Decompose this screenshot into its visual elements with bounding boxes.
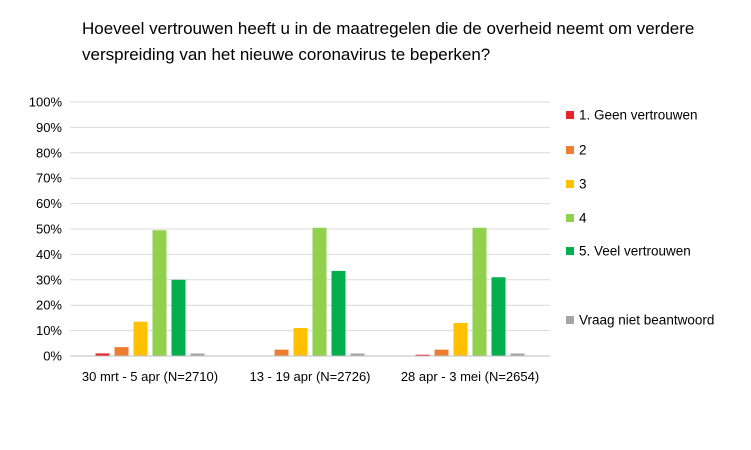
y-tick-label: 40%	[36, 247, 62, 262]
y-tick-label: 50%	[36, 222, 62, 237]
bars	[95, 227, 525, 356]
bar	[152, 230, 167, 356]
bar	[491, 277, 506, 356]
chart-title: Hoeveel vertrouwen heeft u in de maatreg…	[82, 19, 695, 64]
y-tick-label: 70%	[36, 171, 62, 186]
y-tick-label: 30%	[36, 272, 62, 287]
bar	[331, 270, 346, 356]
bar	[415, 354, 430, 356]
legend-swatch	[566, 146, 574, 154]
y-tick-label: 20%	[36, 298, 62, 313]
legend-label: 5. Veel vertrouwen	[579, 244, 691, 259]
y-tick-label: 0%	[43, 349, 62, 364]
legend-swatch	[566, 316, 574, 324]
bar	[312, 227, 327, 356]
bar	[114, 347, 129, 356]
legend-swatch	[566, 214, 574, 222]
bar	[274, 349, 289, 356]
legend: 1. Geen vertrouwen 2 3 4 5. Veel vertrouwen V…	[566, 108, 714, 328]
legend-label: 3	[579, 177, 587, 192]
bar	[434, 349, 449, 356]
x-tick-label: 13 - 19 apr (N=2726)	[249, 369, 370, 384]
bar	[472, 227, 487, 356]
gridlines	[70, 101, 550, 332]
bar	[510, 353, 525, 356]
x-tick-label: 28 apr - 3 mei (N=2654)	[401, 369, 539, 384]
legend-swatch	[566, 180, 574, 188]
bar	[171, 279, 186, 356]
bar	[293, 328, 308, 356]
bar	[350, 353, 365, 356]
x-axis-labels: 30 mrt - 5 apr (N=2710) 13 - 19 apr (N=27…	[82, 369, 539, 384]
legend-swatch	[566, 111, 574, 119]
legend-label: Vraag niet beantwoord	[579, 313, 714, 328]
bar	[190, 353, 205, 356]
bar	[133, 321, 148, 356]
x-tick-label: 30 mrt - 5 apr (N=2710)	[82, 369, 218, 384]
y-tick-label: 60%	[36, 196, 62, 211]
legend-label: 2	[579, 143, 587, 158]
y-tick-label: 10%	[36, 323, 62, 338]
y-tick-label: 100%	[29, 95, 63, 110]
y-tick-label: 90%	[36, 120, 62, 135]
legend-swatch	[566, 247, 574, 255]
legend-label: 4	[579, 211, 587, 226]
y-axis: 0% 10% 20% 30% 40% 50% 60% 70% 80% 90% 100%	[29, 95, 63, 364]
y-tick-label: 80%	[36, 145, 62, 160]
bar	[453, 322, 468, 356]
bar	[95, 353, 110, 356]
legend-label: 1. Geen vertrouwen	[579, 108, 698, 123]
